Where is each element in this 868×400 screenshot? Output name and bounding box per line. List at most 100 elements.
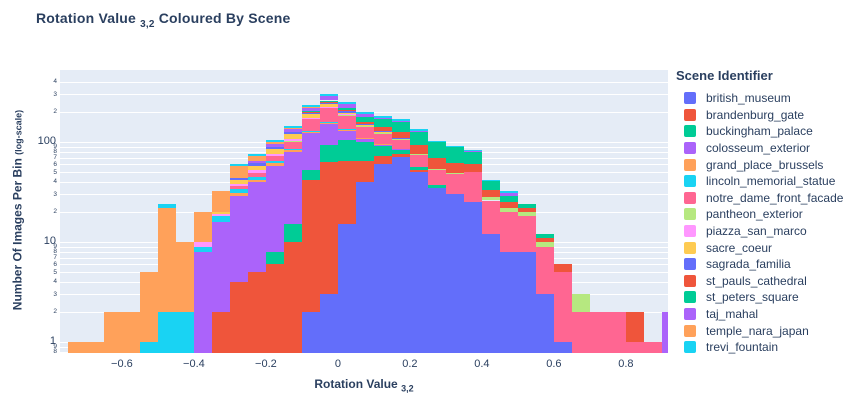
histogram-bar-segment[interactable]	[283, 148, 302, 151]
histogram-bar-segment[interactable]	[265, 161, 284, 164]
histogram-bar-segment[interactable]	[229, 281, 248, 353]
histogram-bar-segment[interactable]	[391, 132, 410, 138]
histogram-bar-segment[interactable]	[481, 190, 500, 198]
histogram-bar-segment[interactable]	[517, 251, 536, 353]
histogram-bar-segment[interactable]	[445, 163, 464, 173]
histogram-bar-segment[interactable]	[517, 216, 536, 252]
histogram-bar-segment[interactable]	[355, 138, 374, 142]
histogram-bar-segment[interactable]	[517, 211, 536, 217]
histogram-bar-segment[interactable]	[427, 185, 446, 188]
histogram-bar-segment[interactable]	[373, 145, 392, 157]
histogram-bar-segment[interactable]	[319, 103, 338, 107]
histogram-bar-segment[interactable]	[283, 127, 302, 129]
histogram-bar-segment[interactable]	[355, 126, 374, 128]
histogram-bar-segment[interactable]	[301, 179, 320, 312]
histogram-bar-segment[interactable]	[355, 114, 374, 117]
histogram-bar-segment[interactable]	[157, 207, 176, 312]
histogram-bar-segment[interactable]	[409, 170, 428, 173]
histogram-bar-segment[interactable]	[445, 173, 464, 195]
histogram-bar-segment[interactable]	[319, 95, 338, 101]
histogram-bar-segment[interactable]	[265, 163, 284, 166]
histogram-bar-segment[interactable]	[337, 111, 356, 113]
histogram-bar-segment[interactable]	[319, 162, 338, 295]
histogram-bar-segment[interactable]	[301, 117, 320, 119]
histogram-bar-segment[interactable]	[337, 139, 356, 161]
histogram-bar-segment[interactable]	[211, 311, 230, 353]
histogram-bar-segment[interactable]	[283, 151, 302, 225]
legend-item-pantheon_exterior[interactable]: pantheon_exterior	[676, 206, 866, 223]
histogram-bar-segment[interactable]	[463, 202, 482, 353]
histogram-bar-segment[interactable]	[391, 138, 410, 140]
histogram-bar-segment[interactable]	[265, 143, 284, 147]
histogram-bar-segment[interactable]	[373, 132, 392, 133]
histogram-bar-segment[interactable]	[67, 342, 86, 353]
histogram-bar-segment[interactable]	[391, 139, 410, 149]
histogram-bar-segment[interactable]	[571, 311, 590, 353]
histogram-bar-segment[interactable]	[355, 124, 374, 126]
histogram-bar-segment[interactable]	[319, 294, 338, 353]
histogram-bar-segment[interactable]	[373, 144, 392, 146]
legend-item-colosseum_exterior[interactable]: colosseum_exterior	[676, 140, 866, 157]
histogram-bar-segment[interactable]	[409, 131, 428, 146]
histogram-bar-segment[interactable]	[337, 109, 356, 112]
histogram-bar-segment[interactable]	[427, 142, 446, 159]
histogram-bar-segment[interactable]	[265, 251, 284, 265]
histogram-bar-segment[interactable]	[427, 158, 446, 169]
histogram-bar-segment[interactable]	[211, 214, 230, 217]
histogram-bar-segment[interactable]	[301, 133, 320, 171]
legend-item-brandenburg_gate[interactable]: brandenburg_gate	[676, 107, 866, 124]
histogram-bar-segment[interactable]	[337, 102, 356, 105]
histogram-bar-segment[interactable]	[301, 112, 320, 114]
histogram-bar-segment[interactable]	[175, 242, 194, 312]
histogram-bar-segment[interactable]	[319, 145, 338, 163]
histogram-bar-segment[interactable]	[139, 272, 158, 342]
histogram-bar-segment[interactable]	[337, 112, 356, 115]
histogram-bar-segment[interactable]	[373, 133, 392, 134]
histogram-bar-segment[interactable]	[355, 112, 374, 115]
legend-item-trevi_fountain[interactable]: trevi_fountain	[676, 339, 866, 356]
histogram-bar-segment[interactable]	[283, 133, 302, 140]
histogram-bar-segment[interactable]	[661, 311, 668, 353]
histogram-bar-segment[interactable]	[355, 116, 374, 122]
histogram-bar-segment[interactable]	[373, 115, 392, 118]
histogram-bar-segment[interactable]	[643, 342, 662, 353]
histogram-bar-segment[interactable]	[283, 131, 302, 134]
histogram-bar-segment[interactable]	[535, 237, 554, 242]
histogram-bar-segment[interactable]	[337, 130, 356, 140]
histogram-bar-segment[interactable]	[535, 246, 554, 295]
histogram-bar-segment[interactable]	[265, 146, 284, 149]
histogram-bar-segment[interactable]	[319, 107, 338, 122]
histogram-bar-segment[interactable]	[499, 251, 518, 353]
histogram-bar-segment[interactable]	[499, 195, 518, 203]
histogram-bar-segment[interactable]	[355, 137, 374, 139]
histogram-bar-segment[interactable]	[409, 155, 428, 168]
histogram-bar-segment[interactable]	[553, 342, 572, 353]
histogram-bar-segment[interactable]	[211, 191, 230, 212]
histogram-bar-segment[interactable]	[247, 163, 266, 166]
histogram-bar-segment[interactable]	[85, 342, 104, 353]
histogram-bar-segment[interactable]	[229, 188, 248, 193]
histogram-bar-segment[interactable]	[319, 106, 338, 108]
histogram-bar-segment[interactable]	[391, 148, 410, 150]
legend-item-notre_dame_front_facade[interactable]: notre_dame_front_facade	[676, 190, 866, 207]
histogram-bar-segment[interactable]	[319, 122, 338, 124]
histogram-bar-segment[interactable]	[427, 170, 446, 186]
histogram-bar-segment[interactable]	[355, 142, 374, 161]
histogram-bar-segment[interactable]	[247, 165, 266, 171]
histogram-bar-segment[interactable]	[211, 221, 230, 312]
histogram-bar-segment[interactable]	[283, 224, 302, 242]
histogram-bar-segment[interactable]	[409, 128, 428, 131]
histogram-bar-segment[interactable]	[499, 191, 518, 193]
histogram-bar-segment[interactable]	[229, 179, 248, 185]
histogram-bar-segment[interactable]	[481, 197, 500, 201]
legend-item-st_peters_square[interactable]: st_peters_square	[676, 289, 866, 306]
histogram-bar-segment[interactable]	[625, 342, 644, 353]
histogram-bar-segment[interactable]	[625, 311, 644, 342]
histogram-bar-segment[interactable]	[229, 184, 248, 187]
histogram-bar-segment[interactable]	[373, 164, 392, 353]
histogram-bar-segment[interactable]	[301, 106, 320, 112]
histogram-bar-segment[interactable]	[247, 179, 266, 182]
histogram-bar-segment[interactable]	[445, 194, 464, 353]
histogram-bar-segment[interactable]	[355, 125, 374, 127]
histogram-bar-segment[interactable]	[157, 311, 176, 353]
